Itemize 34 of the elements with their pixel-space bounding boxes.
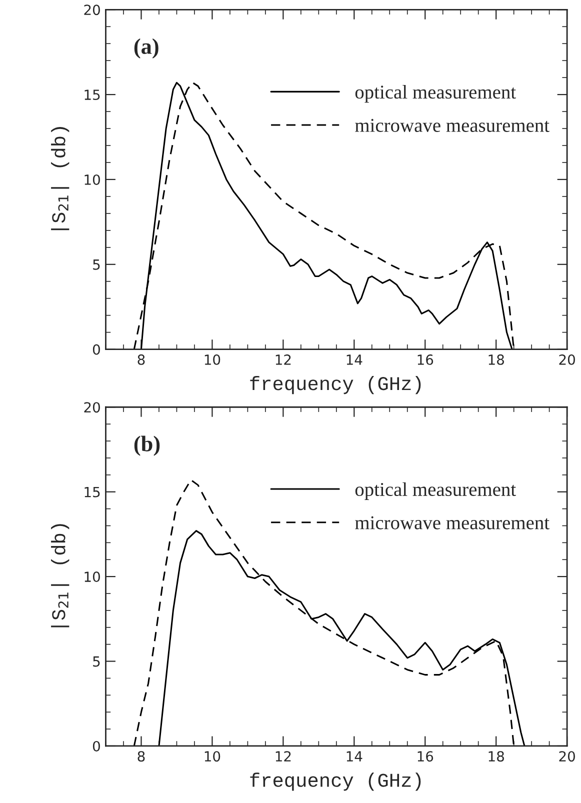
y-tick-label: 10 <box>84 572 100 582</box>
y-tick-label: 15 <box>84 90 100 100</box>
x-tick-label: 10 <box>204 751 220 762</box>
x-tick-label: 20 <box>559 354 575 365</box>
x-tick-label: 10 <box>204 354 220 365</box>
annotation: (a) <box>134 38 158 59</box>
x-tick-label: 12 <box>276 354 291 365</box>
y-tick-label: 20 <box>84 4 100 16</box>
annotation: (b) <box>134 436 160 456</box>
y-axis-title: |S$_{21}$| (db) <box>51 524 70 628</box>
legend-label: optical measurement <box>355 482 516 500</box>
x-tick-label: 16 <box>418 751 434 762</box>
legend-label: microwave measurement <box>355 516 550 530</box>
x-tick-label: 18 <box>488 751 504 762</box>
x-tick-label: 14 <box>346 751 362 762</box>
x-axis-title: frequency (GHz) <box>250 772 421 791</box>
x-tick-label: 12 <box>276 751 291 762</box>
y-tick-label: 0 <box>92 344 100 355</box>
x-tick-label: 18 <box>488 354 504 365</box>
x-tick-label: 8 <box>138 751 145 762</box>
legend-label: microwave measurement <box>355 118 550 132</box>
x-tick-label: 16 <box>418 354 434 365</box>
legend-label: optical measurement <box>355 85 516 103</box>
x-tick-label: 20 <box>559 751 575 762</box>
x-tick-label: 8 <box>138 354 145 365</box>
y-tick-label: 20 <box>84 402 100 413</box>
y-tick-label: 0 <box>92 740 100 752</box>
y-axis-title: |S$_{21}$| (db) <box>51 127 70 230</box>
y-tick-label: 5 <box>93 656 100 667</box>
y-tick-label: 5 <box>93 260 100 270</box>
y-tick-label: 15 <box>84 486 100 498</box>
y-tick-label: 10 <box>84 174 100 185</box>
x-tick-label: 14 <box>346 354 362 365</box>
x-axis-title: frequency (GHz) <box>250 376 421 394</box>
